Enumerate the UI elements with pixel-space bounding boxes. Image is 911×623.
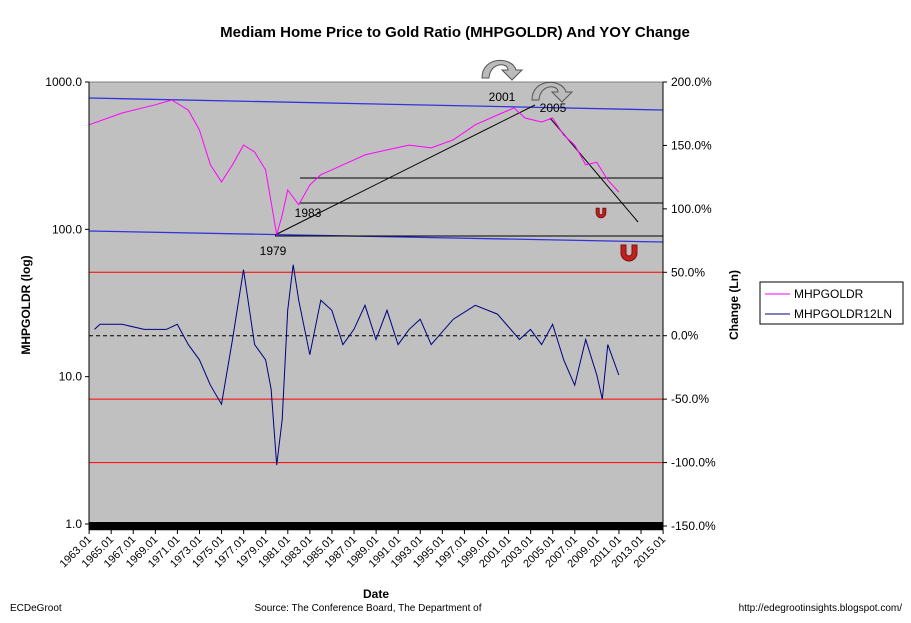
uptrend-line [274,104,536,236]
y-tick-label: 100.0 [52,222,82,236]
y2-tick-label: -100.0% [671,456,716,470]
legend-label: MHPGOLDR [794,287,864,301]
magnet-icon [595,207,607,219]
plot-bottom-bar [89,522,663,530]
y-tick-label: 10.0 [59,370,83,384]
y2-axis-label: Change (Ln) [727,270,741,340]
annotations: 1979 1983 2001 2005 [88,59,664,464]
y2-tick-label: 0.0% [671,329,699,343]
legend: MHPGOLDR MHPGOLDR12LN [759,281,904,325]
y2-tick-label: -50.0% [671,392,709,406]
y2-tick-label: 50.0% [671,265,705,279]
y2-tick-label: 200.0% [671,75,712,89]
series-group [88,99,620,466]
curved-arrow-icon [531,81,574,103]
y-tick-label: 1.0 [65,517,82,531]
footer-source: Source: The Conference Board, The Depart… [255,603,482,614]
series-line-mhpgoldr [88,99,620,235]
chart-title: Mediam Home Price to Gold Ratio (MHPGOLD… [220,24,690,41]
footer-author: ECDeGroot [10,603,62,614]
series-line-mhpgoldr12ln [94,264,620,466]
y-tick-label: 1000.0 [45,75,82,89]
magnet-icon [620,244,638,262]
annotation-label: 2001 [489,90,516,104]
y2-tick-label: 100.0% [671,202,712,216]
y-axis-label: MHPGOLDR (log) [19,255,33,354]
annotation-label: 2005 [540,101,567,115]
plot-area [88,81,664,531]
upper-trend-line [88,97,664,111]
annotation-label: 1979 [260,244,287,258]
annotation-label: 1983 [295,206,322,220]
footer-url[interactable]: http://edegrootinsights.blogspot.com/ [739,603,903,614]
y2-tick-label: 150.0% [671,138,712,152]
x-axis-label: Date [363,587,389,601]
y2-tick-label: -150.0% [671,519,716,533]
legend-label: MHPGOLDR12LN [794,307,892,321]
curved-arrow-icon [481,59,524,81]
